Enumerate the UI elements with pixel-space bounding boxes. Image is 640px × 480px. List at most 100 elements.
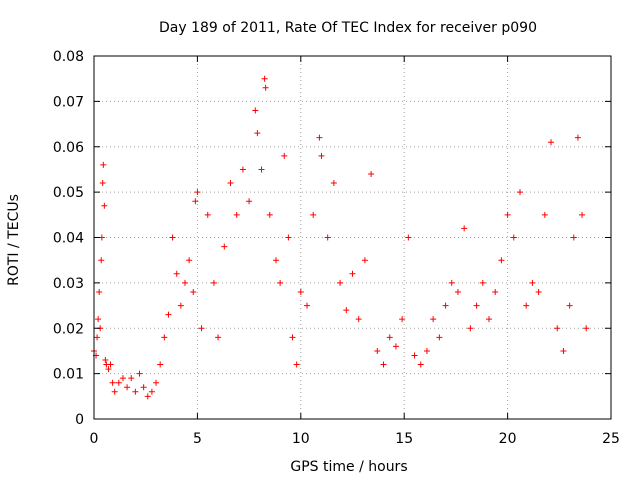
y-tick-label: 0.03 — [53, 276, 84, 292]
data-point — [349, 270, 356, 277]
data-point — [316, 134, 323, 141]
data-point — [111, 388, 118, 395]
data-point — [215, 334, 222, 341]
data-point — [297, 288, 304, 295]
data-point — [504, 211, 511, 218]
y-tick-label: 0 — [75, 412, 84, 428]
data-point — [337, 279, 344, 286]
data-point — [177, 302, 184, 309]
y-tick-label: 0.07 — [53, 94, 84, 110]
data-point — [115, 379, 122, 386]
data-point — [355, 316, 362, 323]
y-tick-label: 0.01 — [53, 367, 84, 383]
data-point — [100, 161, 107, 168]
data-point — [157, 361, 164, 368]
data-point — [293, 361, 300, 368]
data-point — [169, 234, 176, 241]
y-tick-label: 0.06 — [53, 140, 84, 156]
data-point — [430, 316, 437, 323]
data-point — [579, 211, 586, 218]
data-point — [272, 257, 279, 264]
data-point — [227, 180, 234, 187]
data-point — [105, 366, 112, 373]
data-point — [221, 243, 228, 250]
data-point — [128, 375, 135, 382]
data-point — [570, 234, 577, 241]
data-point — [461, 225, 468, 232]
data-point — [107, 361, 114, 368]
data-point — [194, 189, 201, 196]
data-point — [252, 107, 259, 114]
data-point — [479, 279, 486, 286]
data-point — [498, 257, 505, 264]
data-point — [392, 343, 399, 350]
data-point — [181, 279, 188, 286]
data-point — [574, 134, 581, 141]
data-point — [124, 384, 131, 391]
y-tick-label: 0.08 — [53, 49, 84, 65]
data-point — [140, 384, 147, 391]
data-point — [198, 325, 205, 332]
y-tick-label: 0.02 — [53, 321, 84, 337]
data-point — [98, 257, 105, 264]
data-point — [246, 198, 253, 205]
x-tick-label: 20 — [499, 431, 517, 447]
data-point — [411, 352, 418, 359]
y-axis-label: ROTI / TECUs — [6, 194, 22, 286]
x-tick-label: 25 — [602, 431, 620, 447]
data-point — [304, 302, 311, 309]
data-point — [262, 84, 269, 91]
data-point — [473, 302, 480, 309]
data-point — [148, 388, 155, 395]
data-point — [119, 375, 126, 382]
x-tick-label: 15 — [395, 431, 413, 447]
data-point — [266, 211, 273, 218]
data-point — [554, 325, 561, 332]
x-tick-label: 10 — [292, 431, 310, 447]
data-point — [374, 347, 381, 354]
data-point — [285, 234, 292, 241]
data-point — [399, 316, 406, 323]
data-point — [277, 279, 284, 286]
data-point — [566, 302, 573, 309]
x-axis-label: GPS time / hours — [290, 459, 407, 475]
tick-labels: 0 5 10 15 20 25 0 0.01 0.02 0.03 0.04 0.05 0.06 0.07 0… — [53, 49, 620, 447]
data-point — [386, 334, 393, 341]
data-point — [343, 307, 350, 314]
x-tick-label: 0 — [90, 431, 99, 447]
data-point — [239, 166, 246, 173]
data-point — [94, 334, 101, 341]
data-point — [423, 347, 430, 354]
data-point — [109, 379, 116, 386]
data-point — [310, 211, 317, 218]
data-point — [254, 130, 261, 137]
data-point — [136, 370, 143, 377]
data-point — [510, 234, 517, 241]
data-point — [186, 257, 193, 264]
data-point — [153, 379, 160, 386]
axis-ticks — [93, 55, 612, 420]
data-point — [330, 180, 337, 187]
data-point — [467, 325, 474, 332]
data-point — [448, 279, 455, 286]
data-point — [436, 334, 443, 341]
data-point — [368, 170, 375, 177]
data-point — [165, 311, 172, 318]
x-tick-label: 5 — [193, 431, 202, 447]
data-point — [132, 388, 139, 395]
data-point — [102, 357, 109, 364]
data-point — [405, 234, 412, 241]
data-point — [173, 270, 180, 277]
data-point — [517, 189, 524, 196]
data-point — [535, 288, 542, 295]
data-point — [583, 325, 590, 332]
data-point — [485, 316, 492, 323]
data-point — [417, 361, 424, 368]
data-point — [442, 302, 449, 309]
data-point — [144, 393, 151, 400]
data-point — [261, 75, 268, 82]
data-point — [529, 279, 536, 286]
data-point — [361, 257, 368, 264]
data-point — [192, 198, 199, 205]
